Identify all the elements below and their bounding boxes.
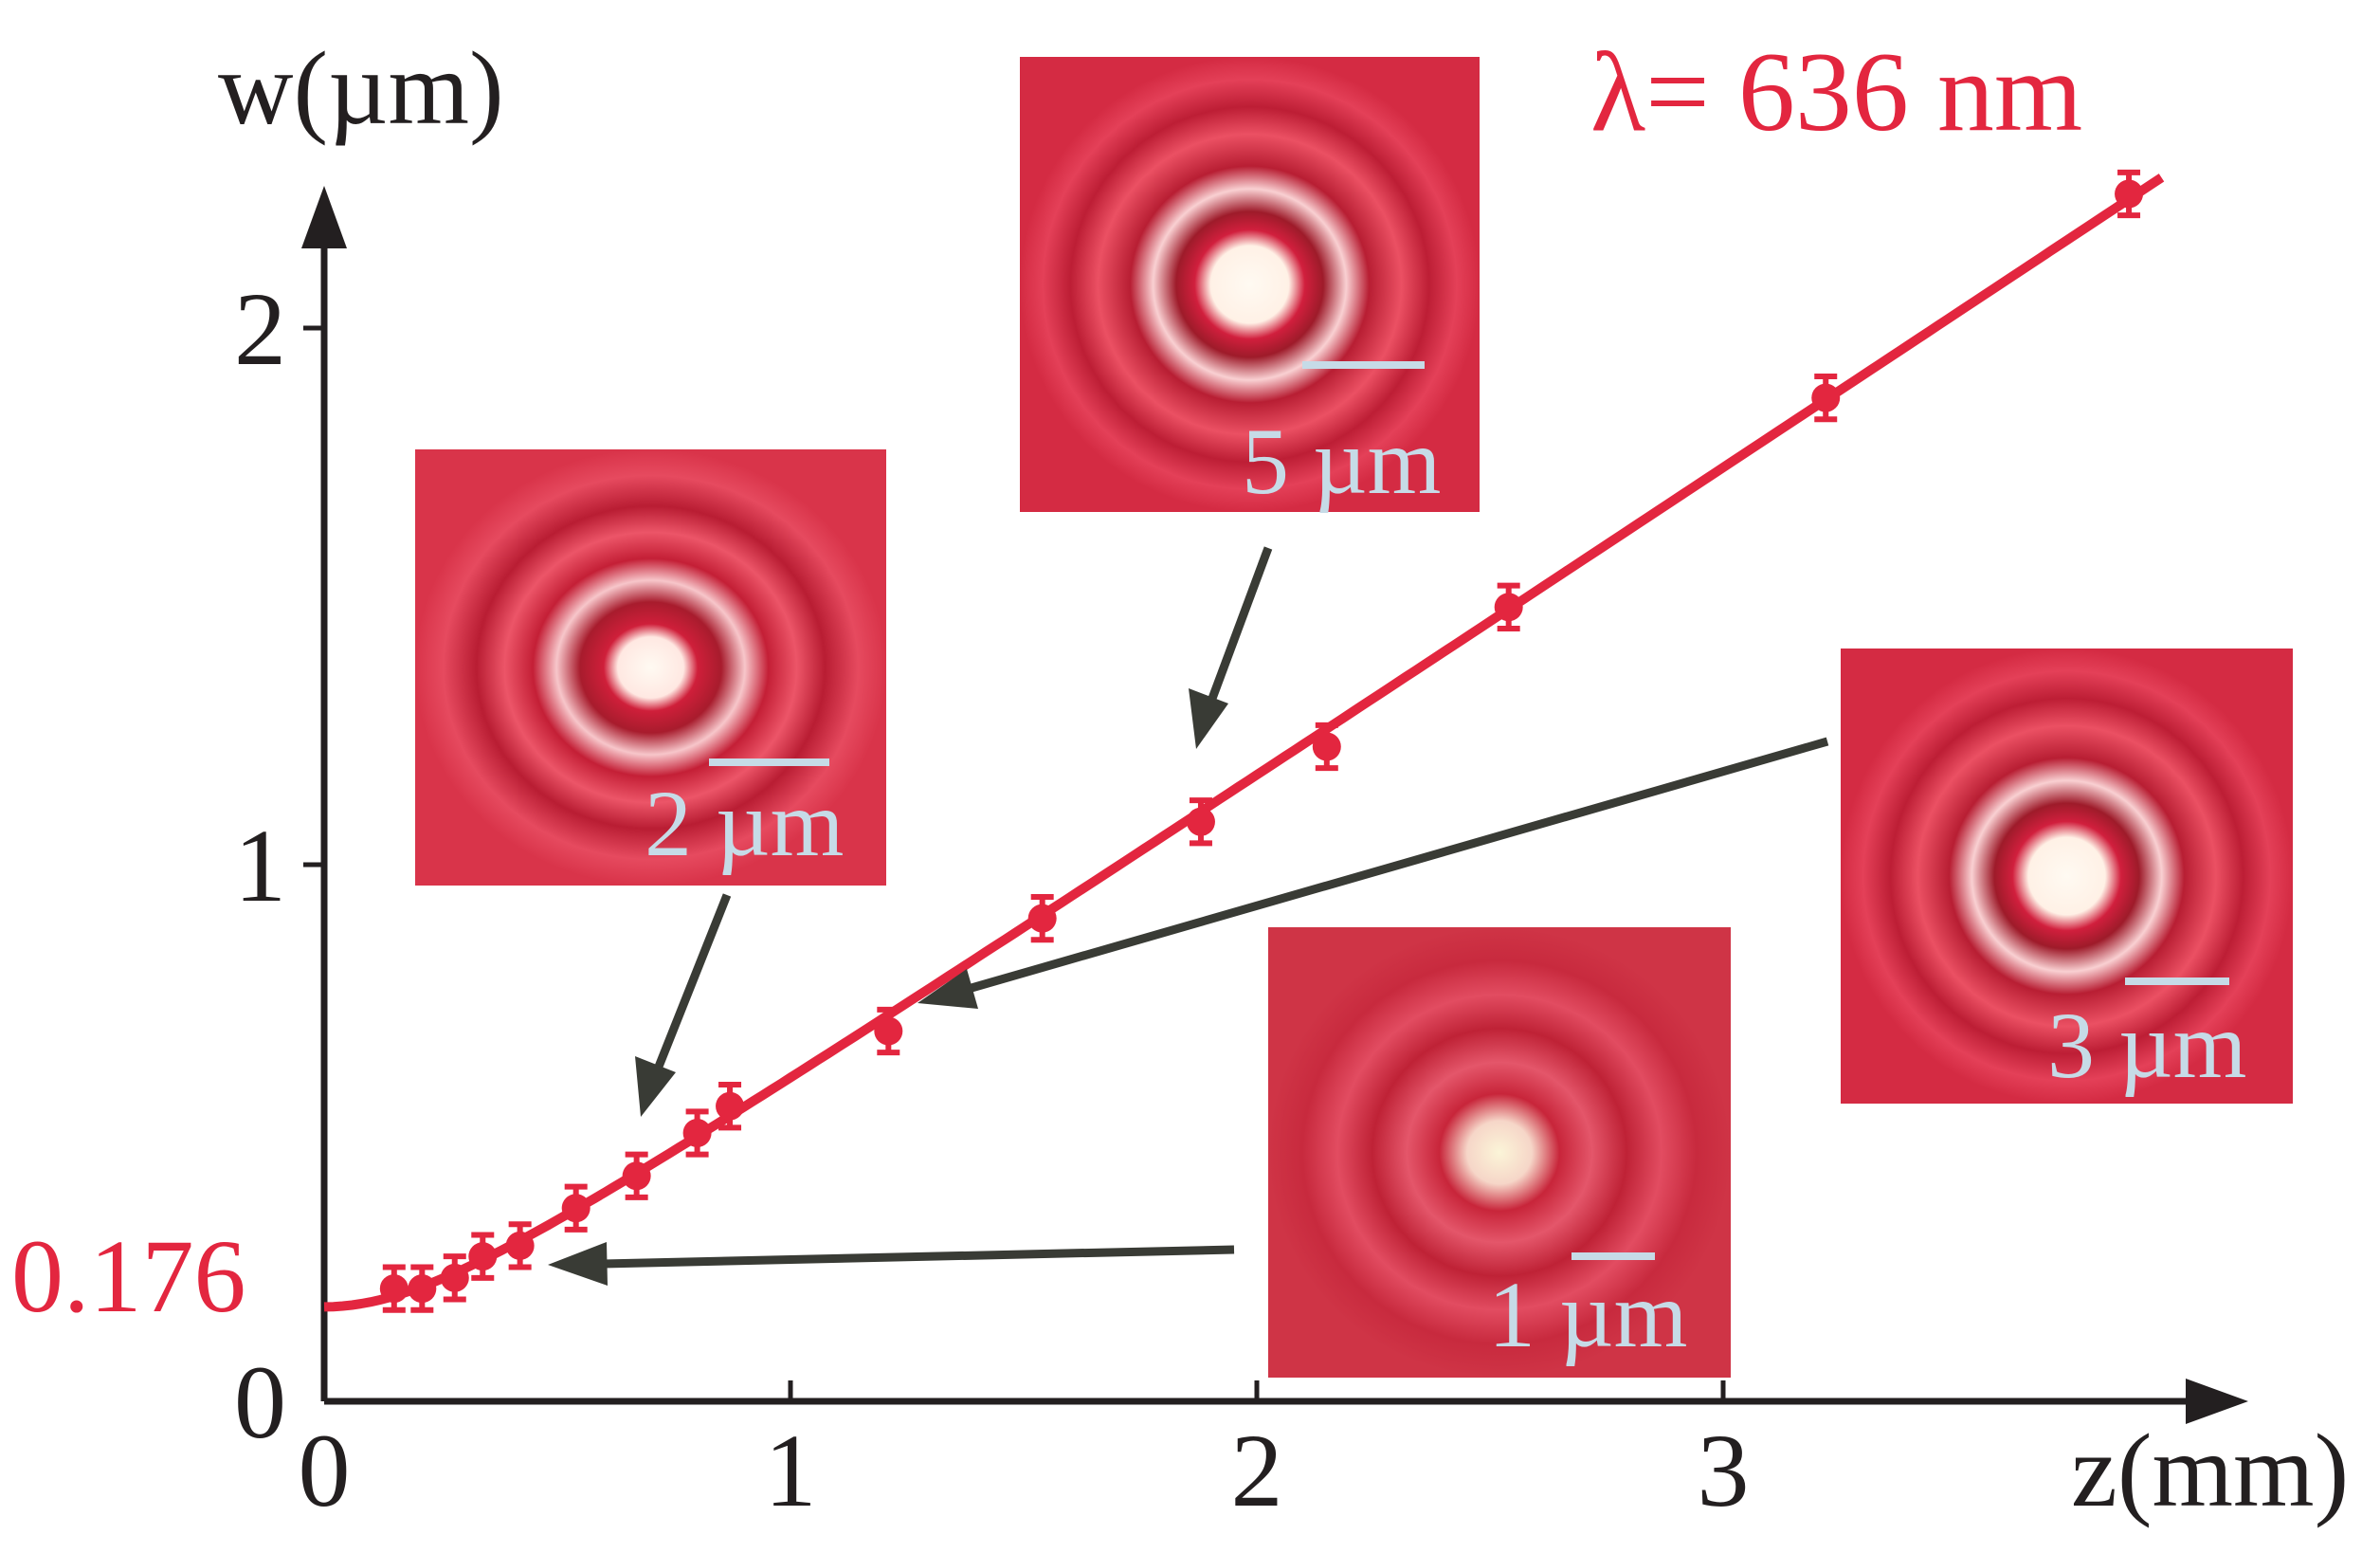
pointer-2um (652, 893, 732, 1073)
y-tick-label: 1 (234, 808, 286, 923)
data-point (440, 1253, 469, 1303)
inset-2um: 2 µm (415, 449, 886, 886)
point-marker (1027, 904, 1057, 933)
inset-2um-image (415, 449, 886, 886)
pointer-5um (1206, 546, 1273, 705)
x-axis-arrow (2186, 1379, 2248, 1424)
point-marker (440, 1263, 469, 1292)
point-marker (716, 1091, 745, 1121)
wavelength-label: λ= 636 nm (1590, 28, 2082, 155)
point-marker (1312, 732, 1341, 761)
data-point (379, 1264, 409, 1313)
inset-1um-image (1268, 927, 1731, 1378)
point-marker (1494, 593, 1523, 622)
data-point (408, 1264, 437, 1313)
y-axis-arrow (301, 186, 347, 248)
pointer-1um-head (548, 1242, 608, 1286)
data-point (1027, 893, 1057, 943)
point-marker (2115, 179, 2144, 209)
inset-5um-scale-label: 5 µm (1242, 409, 1441, 514)
pointer-3um-head (917, 969, 978, 1009)
inset-1um-scale-label: 1 µm (1488, 1262, 1687, 1367)
inset-1um: 1 µm (1268, 927, 1731, 1378)
point-marker (682, 1119, 712, 1147)
x-tick-label: 0 (299, 1413, 351, 1528)
point-marker (561, 1194, 590, 1223)
data-point (1312, 722, 1341, 772)
data-point (682, 1108, 712, 1158)
point-marker (1811, 383, 1841, 412)
ticks: 0 1 2 3 0 1 2 (234, 271, 1750, 1528)
x-tick-label: 2 (1231, 1413, 1283, 1528)
y-axis-title: w(µm) (218, 30, 504, 146)
data-point (622, 1151, 651, 1200)
data-point (468, 1232, 498, 1281)
point-marker (1186, 807, 1215, 836)
data-point (1186, 797, 1215, 847)
point-marker (408, 1274, 437, 1304)
data-point (716, 1082, 745, 1131)
point-marker (622, 1161, 651, 1191)
x-tick-label: 1 (765, 1413, 817, 1528)
data-point (874, 1006, 903, 1056)
point-marker (874, 1016, 903, 1046)
data-point (561, 1183, 590, 1233)
y-tick-label: 0 (234, 1344, 286, 1460)
data-points (379, 169, 2144, 1313)
point-marker (505, 1231, 535, 1260)
pointer-5um-head (1189, 688, 1228, 749)
waist-label: 0.176 (11, 1218, 246, 1334)
data-point (505, 1221, 535, 1270)
x-axis-title: z(mm) (2071, 1413, 2349, 1528)
x-tick-label: 3 (1698, 1413, 1750, 1528)
y-tick-label: 2 (234, 271, 286, 387)
pointer-3um (970, 737, 1829, 993)
data-point (2115, 169, 2144, 219)
inset-3um-scale-label: 3 µm (2047, 993, 2246, 1098)
inset-5um: 5 µm (1020, 57, 1480, 514)
data-point (1494, 582, 1523, 631)
point-marker (379, 1274, 409, 1304)
pointer-1um (602, 1245, 1235, 1269)
pointer-2um-head (635, 1056, 676, 1117)
inset-2um-scale-label: 2 µm (645, 771, 844, 876)
inset-5um-image (1020, 57, 1480, 512)
axes (301, 186, 2248, 1424)
point-marker (468, 1242, 498, 1271)
pointers (548, 546, 1829, 1286)
inset-3um: 3 µm (1841, 649, 2293, 1104)
inset-3um-image (1841, 649, 2293, 1104)
data-point (1811, 373, 1841, 423)
